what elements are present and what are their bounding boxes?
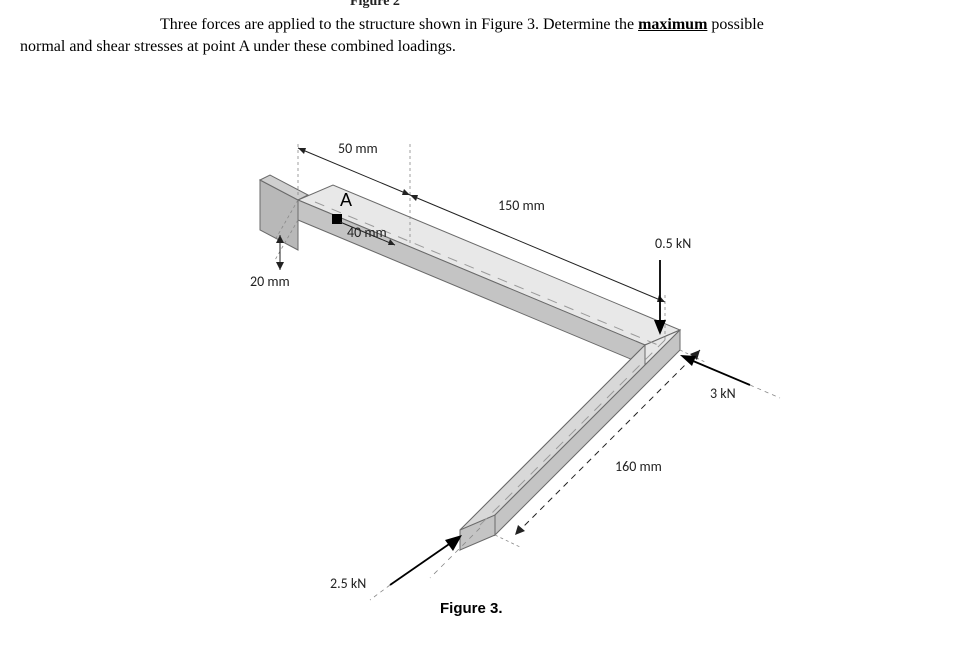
question-emphasis: maximum xyxy=(638,16,707,33)
force-0.5kn-arrow xyxy=(654,260,666,335)
dim-160mm xyxy=(495,350,705,547)
question-part1: Three forces are applied to the structur… xyxy=(160,16,638,33)
figure-caption: Figure 3. xyxy=(440,600,503,617)
question-line2: normal and shear stresses at point A und… xyxy=(20,36,960,58)
beam2-right xyxy=(495,330,680,535)
label-150mm: 150 mm xyxy=(498,197,545,214)
beam2-centerline xyxy=(480,340,665,525)
label-2.5kn: 2.5 kN xyxy=(330,575,366,592)
figure2-header-fragment: Figure 2 xyxy=(350,0,400,10)
label-0.5kn: 0.5 kN xyxy=(655,235,691,252)
label-50mm: 50 mm xyxy=(338,140,378,157)
question-text: Three forces are applied to the structur… xyxy=(20,14,960,59)
label-40mm: 40 mm xyxy=(347,224,387,241)
label-3kn: 3 kN xyxy=(710,385,736,402)
force-2.5kn-arrow xyxy=(370,535,462,600)
question-part2: possible xyxy=(707,16,763,33)
beam1-top xyxy=(298,185,680,345)
label-point-a: A xyxy=(340,190,352,211)
figure-diagram: 50 mm 150 mm 40 mm 20 mm 160 mm A 0.5 kN… xyxy=(240,140,800,620)
label-160mm: 160 mm xyxy=(615,458,662,475)
label-20mm: 20 mm xyxy=(250,273,290,290)
